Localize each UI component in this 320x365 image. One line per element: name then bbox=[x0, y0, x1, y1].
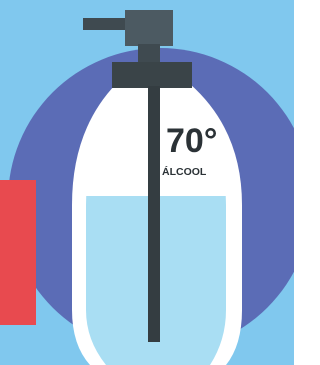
pump-cap bbox=[112, 62, 192, 88]
illustration: 70° ÁLCOOL bbox=[0, 0, 294, 365]
label-name: ÁLCOOL bbox=[162, 165, 207, 178]
pump-nozzle bbox=[83, 18, 129, 30]
label-percent: 70° bbox=[166, 122, 217, 160]
pump-head bbox=[125, 10, 173, 46]
page: 70° ÁLCOOL (() => { const data = JSON.pa… bbox=[0, 0, 294, 365]
pump-neck bbox=[138, 44, 160, 64]
red-block bbox=[0, 180, 36, 325]
pump-tube bbox=[148, 86, 160, 342]
